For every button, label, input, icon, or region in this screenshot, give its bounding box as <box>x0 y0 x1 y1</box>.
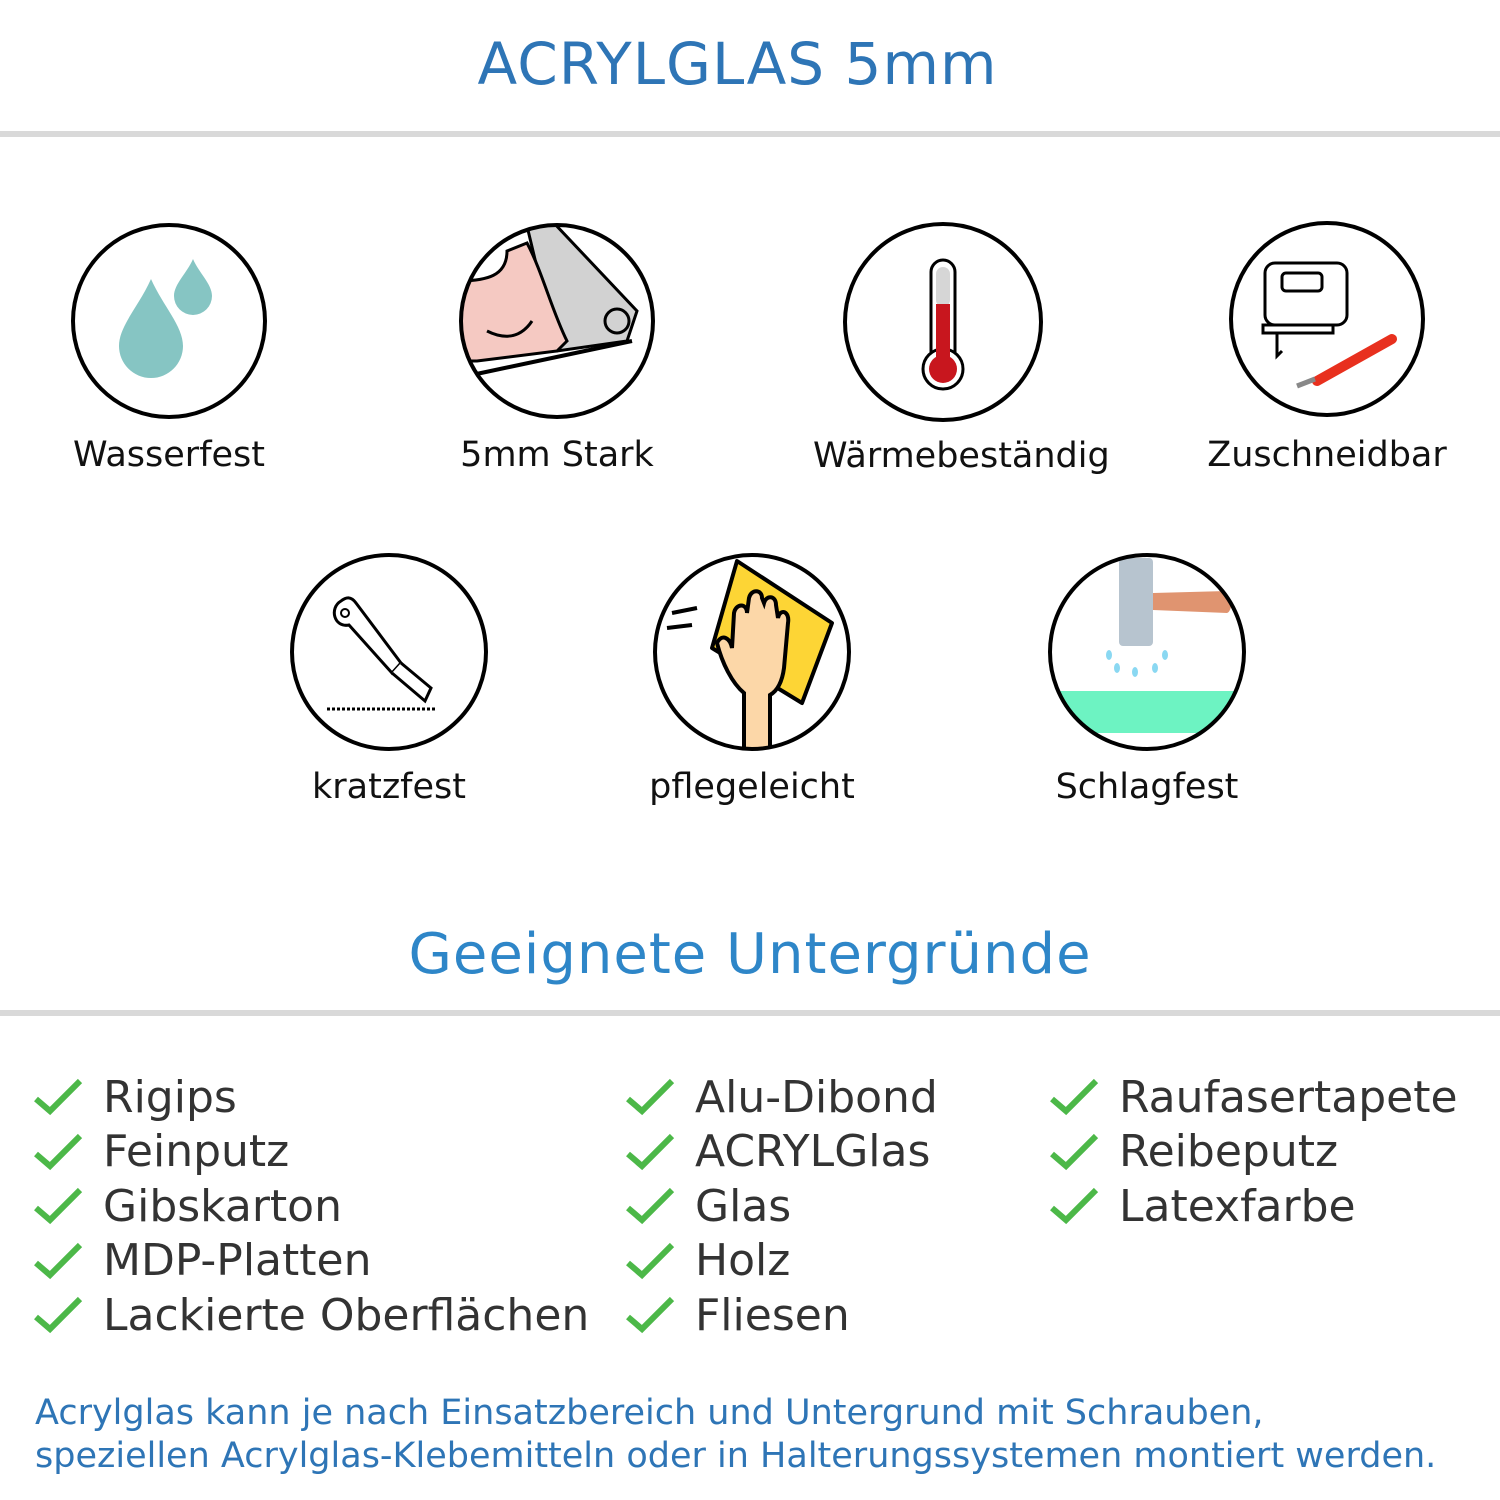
surface-list-col-1: Rigips Feinputz Gibskarton MDP-Platten Lacki… <box>33 1070 589 1343</box>
checkmark-icon <box>1050 1133 1099 1170</box>
feature-wasserfest: Wasserfest <box>39 221 299 475</box>
surface-item: MDP-Platten <box>33 1234 589 1289</box>
surface-item: Latexfarbe <box>1049 1179 1458 1234</box>
feature-schlagfest: Schlagfest <box>1017 553 1277 807</box>
surface-item: Rigips <box>33 1070 589 1125</box>
surface-label: Reibeputz <box>1119 1126 1339 1178</box>
feature-zuschneidbar: Zuschneidbar <box>1197 221 1457 475</box>
section-title: Geeignete Untergründe <box>408 922 1092 987</box>
checkmark-icon <box>626 1188 675 1225</box>
thermometer-icon <box>843 222 1043 422</box>
feature-label: pflegeleicht <box>649 767 855 807</box>
surface-label: Feinputz <box>103 1126 290 1178</box>
surface-label: Glas <box>695 1180 792 1232</box>
jigsaw-cutter-icon <box>1229 221 1425 417</box>
surface-label: ACRYLGlas <box>695 1126 931 1178</box>
surface-item: Gibskarton <box>33 1179 589 1234</box>
surface-item: Feinputz <box>33 1125 589 1180</box>
checkmark-icon <box>1050 1188 1099 1225</box>
surface-label: Alu-Dibond <box>695 1071 938 1123</box>
checkmark-icon <box>626 1297 675 1334</box>
surface-label: Fliesen <box>695 1289 850 1341</box>
surface-list-col-2: Alu-Dibond ACRYLGlas Glas Holz Fliesen <box>625 1070 938 1343</box>
surface-item: ACRYLGlas <box>625 1125 938 1180</box>
feature-label: 5mm Stark <box>460 435 654 475</box>
feature-label: Schlagfest <box>1055 767 1239 807</box>
page-title: ACRYLGLAS 5mm <box>477 30 998 98</box>
hammer-icon <box>1048 553 1246 751</box>
wiping-hand-icon <box>653 553 851 751</box>
feature-label: kratzfest <box>311 767 466 807</box>
divider <box>0 1010 1500 1016</box>
checkmark-icon <box>1050 1079 1099 1116</box>
checkmark-icon <box>626 1242 675 1279</box>
checkmark-icon <box>34 1133 83 1170</box>
surface-label: Latexfarbe <box>1119 1180 1356 1232</box>
water-drops-icon <box>71 223 267 419</box>
surface-item: Raufasertapete <box>1049 1070 1458 1125</box>
checkmark-icon <box>34 1079 83 1116</box>
feature-5mm-stark: 5mm Stark <box>427 221 687 475</box>
checkmark-icon <box>626 1079 675 1116</box>
checkmark-icon <box>34 1188 83 1225</box>
divider <box>0 131 1500 137</box>
feature-label: Wärmebeständig <box>813 436 1110 476</box>
surface-item: Reibeputz <box>1049 1125 1458 1180</box>
surface-item: Holz <box>625 1234 938 1289</box>
box-cutter-icon <box>290 553 488 751</box>
surface-label: Gibskarton <box>103 1180 342 1232</box>
surface-item: Fliesen <box>625 1288 938 1343</box>
mounting-note: Acrylglas kann je nach Einsatzbereich un… <box>35 1392 1436 1478</box>
checkmark-icon <box>34 1297 83 1334</box>
feature-kratzfest: kratzfest <box>259 553 519 807</box>
feature-label: Wasserfest <box>72 435 266 475</box>
surface-label: Lackierte Oberflächen <box>103 1289 590 1341</box>
checkmark-icon <box>34 1242 83 1279</box>
surface-item: Alu-Dibond <box>625 1070 938 1125</box>
strong-arm-icon <box>459 223 655 419</box>
surface-label: Rigips <box>103 1071 237 1123</box>
feature-label: Zuschneidbar <box>1207 435 1447 475</box>
surface-label: MDP-Platten <box>103 1235 372 1287</box>
feature-waermebestaendig: Wärmebeständig <box>813 222 1110 476</box>
surface-label: Raufasertapete <box>1119 1071 1458 1123</box>
feature-pflegeleicht: pflegeleicht <box>622 553 882 807</box>
surface-item: Lackierte Oberflächen <box>33 1288 589 1343</box>
mounting-note-line-2: speziellen Acrylglas-Klebemitteln oder i… <box>35 1436 1437 1476</box>
surface-label: Holz <box>695 1235 791 1287</box>
checkmark-icon <box>626 1133 675 1170</box>
surface-list-col-3: Raufasertapete Reibeputz Latexfarbe <box>1049 1070 1458 1234</box>
surface-item: Glas <box>625 1179 938 1234</box>
mounting-note-line-1: Acrylglas kann je nach Einsatzbereich un… <box>35 1393 1264 1433</box>
